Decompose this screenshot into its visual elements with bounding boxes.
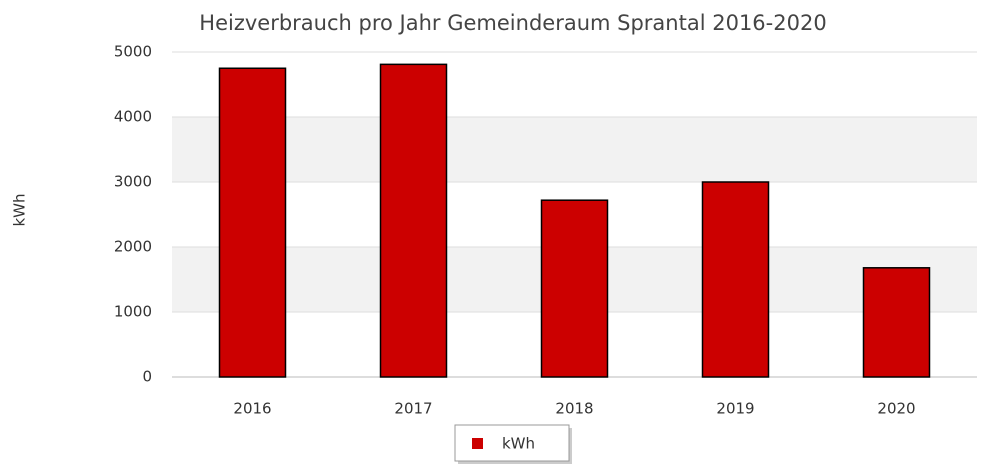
bar [218, 67, 287, 378]
bar [540, 199, 609, 378]
grid-band [172, 117, 977, 182]
legend-label: kWh [502, 435, 535, 453]
x-tick-label: 2020 [877, 400, 915, 418]
y-tick-label: 2000 [114, 238, 152, 256]
x-tick-label: 2018 [555, 400, 593, 418]
chart-title: Heizverbrauch pro Jahr Gemeinderaum Spra… [199, 11, 826, 35]
bar [862, 267, 931, 378]
x-tick-label: 2019 [716, 400, 754, 418]
y-tick-label: 4000 [114, 108, 152, 126]
x-tick-label: 2016 [233, 400, 271, 418]
legend-swatch [472, 438, 483, 449]
y-axis-label: kWh [11, 193, 29, 226]
y-tick-label: 1000 [114, 303, 152, 321]
bar [701, 181, 770, 378]
bar [379, 63, 448, 378]
x-tick-label: 2017 [394, 400, 432, 418]
y-tick-label: 0 [142, 368, 152, 386]
y-tick-label: 3000 [114, 173, 152, 191]
y-tick-label: 5000 [114, 43, 152, 61]
